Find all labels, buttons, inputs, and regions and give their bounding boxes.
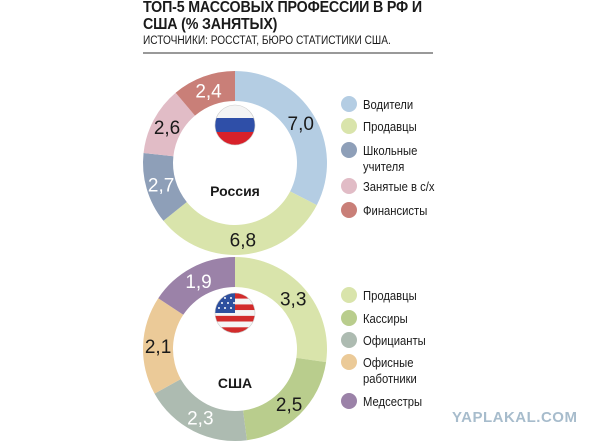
donut-segment	[154, 379, 247, 441]
legend-label: Продавцы	[363, 120, 417, 134]
legend-swatch	[341, 310, 357, 326]
donut-title: США	[218, 375, 252, 391]
data-label: 2,4	[195, 82, 222, 103]
legend-swatch	[341, 96, 357, 112]
chart-subtitle: ИСТОЧНИКИ: РОССТАТ, БЮРО СТАТИСТИКИ США.	[143, 35, 391, 47]
data-label: 7,0	[288, 114, 314, 135]
legend-label: Школьные учителя	[363, 144, 418, 174]
data-label: 2,3	[187, 409, 213, 430]
donut-segment	[163, 191, 317, 255]
legend-label: Водители	[363, 98, 414, 112]
legend-item: Школьные учителя	[341, 142, 423, 175]
legend-swatch	[341, 287, 357, 303]
data-label: 1,9	[185, 272, 211, 293]
legend-swatch	[341, 118, 357, 134]
legend-item: Водители	[341, 96, 419, 113]
donut-usa: 3,3 2,5 2,3 2,1 1,9 США	[143, 257, 327, 441]
legend-label: Кассиры	[363, 312, 408, 326]
legend-item: Продавцы	[341, 118, 423, 135]
legend-item: Кассиры	[341, 310, 413, 327]
donut-segment	[143, 298, 184, 394]
legend-swatch	[341, 393, 357, 409]
legend-label: Офисные работники	[363, 356, 417, 386]
legend-swatch	[341, 178, 357, 194]
data-label: 2,7	[148, 176, 174, 197]
legend-item: Офисные работники	[341, 354, 423, 387]
legend-label: Медсестры	[363, 395, 423, 409]
donut-title: Россия	[210, 183, 260, 199]
legend-label: Продавцы	[363, 289, 417, 303]
donut-segment	[175, 71, 235, 116]
divider	[143, 52, 433, 54]
legend-swatch	[341, 354, 357, 370]
data-label: 2,5	[276, 395, 302, 416]
data-label: 2,6	[154, 118, 180, 139]
data-label: 6,8	[230, 231, 256, 252]
donut-segment	[143, 152, 187, 221]
legend-item: Финансисты	[341, 202, 434, 219]
legend-item: Официанты	[341, 332, 433, 349]
legend-item: Занятые в с/х	[341, 178, 442, 195]
legend-item: Медсестры	[341, 393, 429, 410]
usa-flag-icon	[214, 292, 256, 334]
watermark: YAPLAKAL.COM	[452, 409, 578, 426]
donut-segment	[143, 92, 195, 157]
legend-label: Занятые в с/х	[363, 180, 435, 194]
russia-flag-icon	[214, 104, 256, 146]
donut-segment	[243, 357, 327, 441]
legend-swatch	[341, 202, 357, 218]
legend-label: Финансисты	[363, 204, 428, 218]
legend-swatch	[341, 332, 357, 348]
donut-segment	[158, 257, 235, 315]
data-label: 2,1	[145, 337, 171, 358]
legend-swatch	[341, 142, 357, 158]
data-label: 3,3	[280, 290, 306, 311]
donut-segment	[235, 257, 327, 363]
chart-title: ТОП-5 МАССОВЫХ ПРОФЕССИИ В РФ И США (% З…	[143, 0, 422, 33]
legend-item: Продавцы	[341, 287, 423, 304]
donut-segment	[235, 71, 328, 206]
legend-label: Официанты	[363, 334, 426, 348]
donut-russia: 7,0 6,8 2,7 2,6 2,4 Россия	[143, 71, 328, 255]
